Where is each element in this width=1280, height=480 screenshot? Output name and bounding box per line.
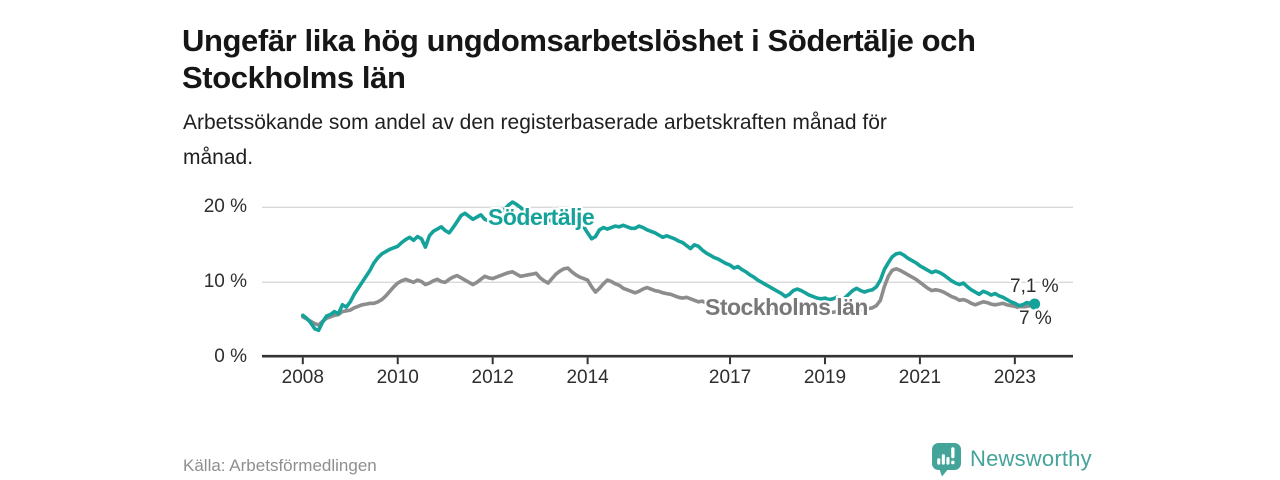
x-axis-label-2008: 2008 bbox=[281, 367, 324, 388]
x-axis-label-2021: 2021 bbox=[898, 367, 942, 388]
source-note: Källa: Arbetsförmedlingen bbox=[183, 456, 377, 475]
x-axis-label-2017: 2017 bbox=[708, 367, 752, 388]
end-value-stockholms-lan: 7 % bbox=[1019, 308, 1052, 329]
newsworthy-wordmark: Newsworthy bbox=[970, 446, 1092, 471]
y-axis-label-20: 20 % bbox=[203, 196, 247, 218]
newsworthy-bubble-chart-icon bbox=[932, 443, 961, 477]
chart-subtitle: Arbetssökande som andel av den registerb… bbox=[183, 111, 887, 169]
newsworthy-logo[interactable]: Newsworthy bbox=[931, 442, 1111, 478]
series-line-sodertalje bbox=[301, 200, 1037, 333]
y-axis-label-10: 10 % bbox=[203, 271, 247, 293]
x-axis-label-2014: 2014 bbox=[566, 367, 609, 388]
end-point-marker-sodertalje bbox=[1029, 298, 1041, 310]
x-axis-label-2023: 2023 bbox=[993, 367, 1036, 388]
series-label-sodertalje: Södertälje bbox=[488, 204, 595, 230]
end-value-sodertalje: 7,1 % bbox=[1010, 276, 1059, 297]
series-line-stockholms-lan bbox=[301, 266, 1037, 327]
x-axis-label-2012: 2012 bbox=[471, 367, 514, 388]
y-axis-label-0: 0 % bbox=[214, 346, 247, 368]
page-title: Ungefär lika hög ungdomsarbetslöshet i S… bbox=[182, 22, 976, 95]
x-axis-label-2010: 2010 bbox=[376, 367, 419, 388]
series-label-stockholms-lan: Stockholms län bbox=[705, 294, 868, 320]
x-axis-label-2019: 2019 bbox=[803, 367, 847, 388]
